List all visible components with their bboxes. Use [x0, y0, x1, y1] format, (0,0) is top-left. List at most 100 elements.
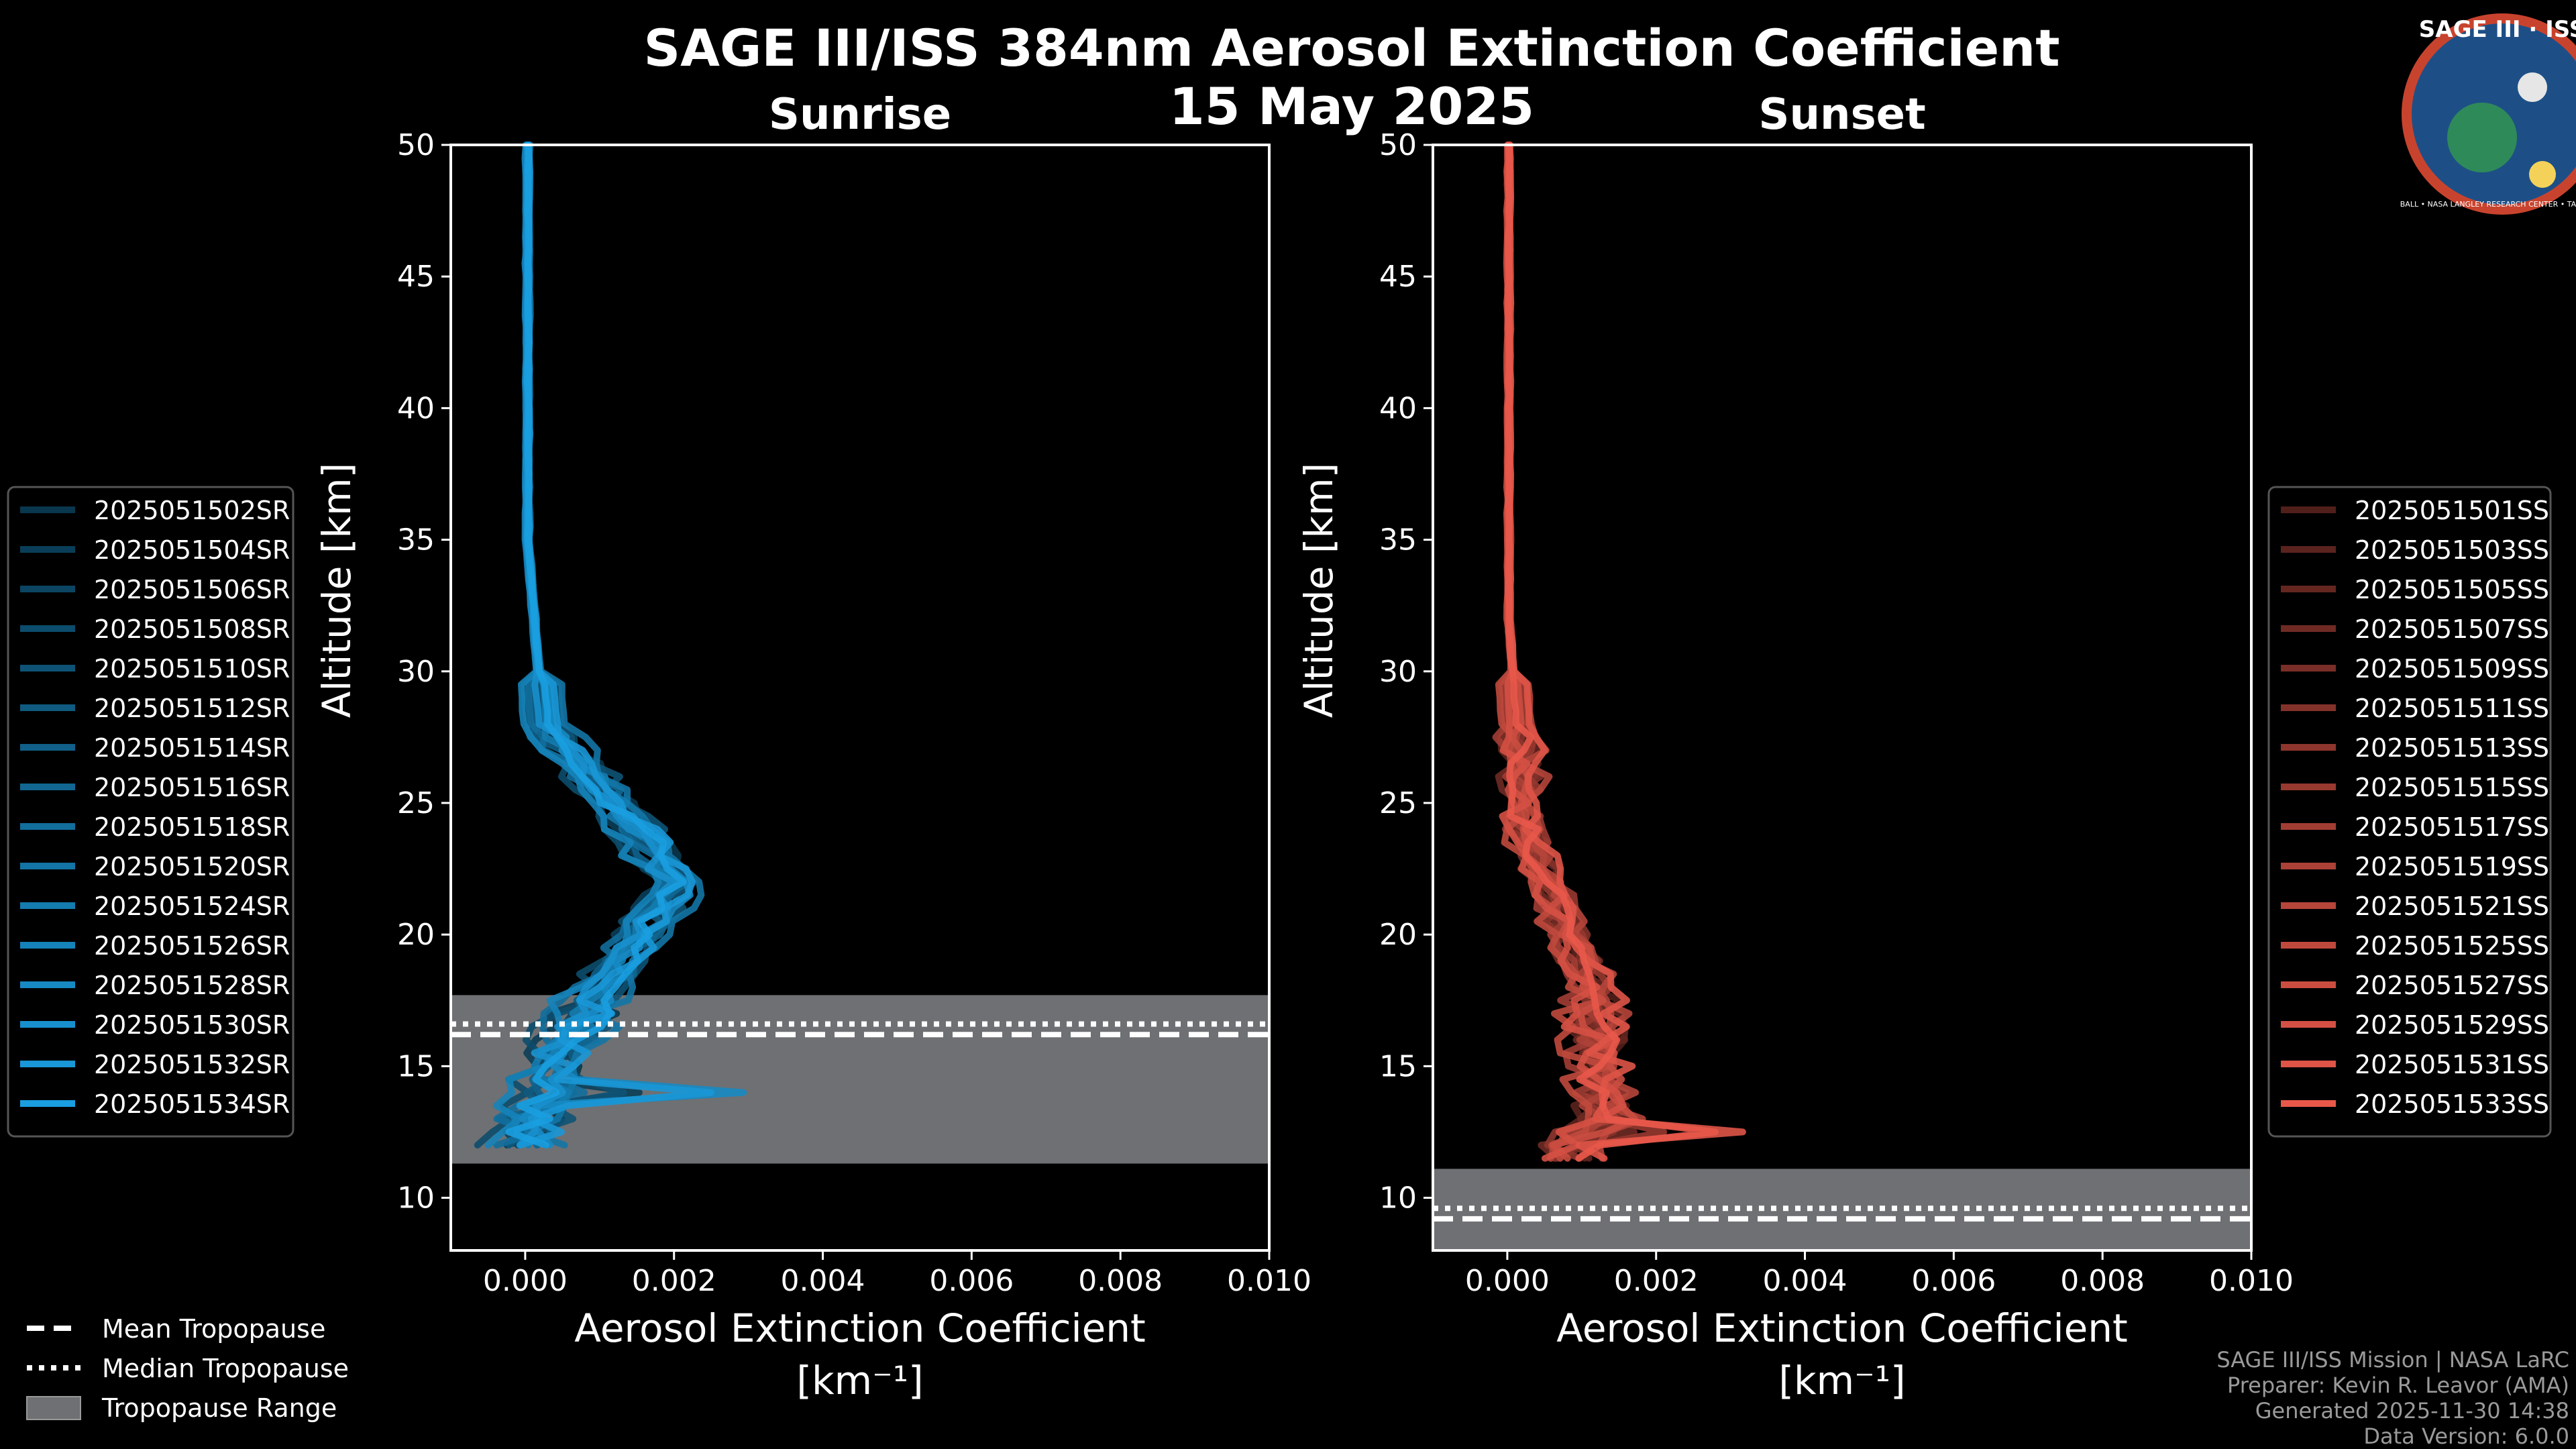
sunset-y-tick-label: 25: [1379, 786, 1417, 820]
sunrise-y-ticks: 10 15 20 25 30 35 40 45 50: [397, 128, 451, 1216]
sunset-y-axis-label: Altitude [km]: [1296, 463, 1342, 718]
sunrise-y-tick-label: 20: [397, 918, 435, 952]
sunrise-x-axis-label: Aerosol Extinction Coefficient: [574, 1305, 1146, 1351]
sunset-legend-label: 2025051501SS: [2355, 496, 2549, 525]
sunrise-y-tick-label: 35: [397, 523, 435, 557]
sunset-legend-label: 2025051509SS: [2355, 654, 2549, 684]
credits: SAGE III/ISS Mission | NASA LaRCPreparer…: [2216, 1347, 2569, 1449]
sunset-plot-frame: [1432, 144, 2253, 1252]
tropopause-legend-label: Mean Tropopause: [102, 1314, 325, 1344]
sunrise-y-tick-label: 30: [397, 655, 435, 689]
sunset-legend-box: [2267, 486, 2552, 1138]
sunrise-profile-2025051534SR: [505, 142, 687, 1148]
logo-moon-icon: [2518, 72, 2547, 102]
tropopause-legend-label: Median Tropopause: [102, 1354, 349, 1383]
sunrise-legend: 2025051502SR 2025051504SR 2025051506SR 2025…: [7, 486, 294, 1138]
sunset-y-tick-label: 30: [1379, 655, 1417, 689]
credit-line: Preparer: Kevin R. Leavor (AMA): [2227, 1373, 2569, 1398]
sunrise-x-axis-unit: [km⁻¹]: [796, 1358, 923, 1403]
sunrise-x-tick-label: 0.010: [1227, 1264, 1311, 1298]
sunset-legend-label: 2025051527SS: [2355, 971, 2549, 1000]
logo-sun-icon: [2529, 161, 2556, 188]
sunset-x-tick-label: 0.000: [1465, 1264, 1550, 1298]
sunrise-x-tick-label: 0.004: [781, 1264, 865, 1298]
sunrise-x-tick-label: 0.000: [483, 1264, 568, 1298]
sunrise-x-tick-label: 0.008: [1078, 1264, 1163, 1298]
sunrise-legend-label: 2025051502SR: [94, 496, 290, 525]
sunrise-legend-label: 2025051514SR: [94, 733, 290, 763]
sunset-legend-label: 2025051531SS: [2355, 1050, 2549, 1079]
sunset-x-tick-label: 0.010: [2209, 1264, 2294, 1298]
sunrise-legend-label: 2025051518SR: [94, 812, 290, 842]
sunset-x-tick-label: 0.006: [1911, 1264, 1996, 1298]
sunrise-legend-box: [7, 486, 294, 1138]
sunrise-y-tick-label: 15: [397, 1049, 435, 1083]
sunrise-legend-label: 2025051526SR: [94, 931, 290, 961]
sunrise-y-tick-label: 10: [397, 1181, 435, 1216]
sunset-legend-label: 2025051511SS: [2355, 694, 2549, 723]
sunset-x-tick-label: 0.008: [2060, 1264, 2145, 1298]
sunrise-panel: Sunrise 0.000 0.002 0.004 0.006 0.008 0.010 1…: [314, 90, 1311, 1403]
sunrise-panel-title: Sunrise: [769, 90, 951, 140]
sunset-y-tick-label: 35: [1379, 523, 1417, 557]
sunset-legend-label: 2025051515SS: [2355, 773, 2549, 802]
sunset-legend-label: 2025051507SS: [2355, 614, 2549, 644]
figure-title: SAGE III/ISS 384nm Aerosol Extinction Co…: [643, 18, 2059, 78]
sunset-panel: Sunset 0.000 0.002 0.004 0.006 0.008 0.010 10…: [1296, 90, 2294, 1403]
sunrise-legend-label: 2025051512SR: [94, 694, 290, 723]
tropopause-legend-label: Tropopause Range: [101, 1393, 337, 1423]
sunset-legend: 2025051501SS 2025051503SS 2025051505SS 2025…: [2267, 486, 2552, 1138]
sage-logo: SAGE III · ISS BALL • NASA LANGLEY RESEA…: [2400, 13, 2576, 215]
sunrise-legend-label: 2025051508SR: [94, 614, 290, 644]
credit-line: Data Version: 6.0.0: [2363, 1424, 2569, 1449]
sunset-legend-label: 2025051513SS: [2355, 733, 2549, 763]
logo-text: SAGE III · ISS: [2419, 16, 2576, 43]
sunset-x-axis-label: Aerosol Extinction Coefficient: [1556, 1305, 2128, 1351]
sunset-x-axis-unit: [km⁻¹]: [1778, 1358, 1905, 1403]
sunset-legend-label: 2025051529SS: [2355, 1010, 2549, 1040]
sunset-legend-label: 2025051505SS: [2355, 575, 2549, 604]
logo-ring-text: BALL • NASA LANGLEY RESEARCH CENTER • TA…: [2400, 200, 2576, 209]
figure-date: 15 May 2025: [1169, 76, 1534, 136]
sunrise-x-tick-label: 0.002: [632, 1264, 716, 1298]
sunrise-legend-label: 2025051534SR: [94, 1089, 290, 1119]
sunset-y-tick-label: 40: [1379, 391, 1417, 425]
sunset-legend-label: 2025051525SS: [2355, 931, 2549, 961]
sunset-y-tick-label: 10: [1379, 1181, 1417, 1216]
sunrise-legend-label: 2025051530SR: [94, 1010, 290, 1040]
sunset-profile-2025051533SS: [1505, 142, 1719, 1162]
sunset-y-tick-label: 45: [1379, 260, 1417, 294]
sunrise-legend-label: 2025051516SR: [94, 773, 290, 802]
tropopause-range-swatch: [26, 1396, 81, 1420]
sunrise-y-tick-label: 50: [397, 128, 435, 162]
sunrise-y-tick-label: 25: [397, 786, 435, 820]
sunrise-legend-label: 2025051532SR: [94, 1050, 290, 1079]
sunrise-x-tick-label: 0.006: [929, 1264, 1014, 1298]
sunset-x-tick-label: 0.004: [1763, 1264, 1847, 1298]
sunset-y-ticks: 10 15 20 25 30 35 40 45 50: [1379, 128, 1433, 1216]
sunset-legend-label: 2025051503SS: [2355, 535, 2549, 565]
sunset-y-tick-label: 20: [1379, 918, 1417, 952]
sunset-legend-label: 2025051533SS: [2355, 1089, 2549, 1119]
credit-line: SAGE III/ISS Mission | NASA LaRC: [2216, 1347, 2569, 1373]
sunrise-y-tick-label: 40: [397, 391, 435, 425]
sunset-x-ticks: 0.000 0.002 0.004 0.006 0.008 0.010: [1465, 1250, 2294, 1298]
sunset-y-tick-label: 50: [1379, 128, 1417, 162]
sunrise-x-ticks: 0.000 0.002 0.004 0.006 0.008 0.010: [483, 1250, 1311, 1298]
tropopause-legend: Mean Tropopause Median Tropopause Tropopau…: [26, 1314, 349, 1423]
sunrise-legend-label: 2025051506SR: [94, 575, 290, 604]
credit-line: Generated 2025-11-30 14:38: [2255, 1398, 2569, 1424]
sunrise-legend-label: 2025051510SR: [94, 654, 290, 684]
sunset-legend-label: 2025051519SS: [2355, 852, 2549, 881]
logo-earth-icon: [2447, 103, 2517, 172]
sunset-panel-title: Sunset: [1758, 90, 1925, 140]
sunrise-y-tick-label: 45: [397, 260, 435, 294]
sunset-legend-label: 2025051521SS: [2355, 892, 2549, 921]
sunrise-legend-label: 2025051528SR: [94, 971, 290, 1000]
sunset-legend-label: 2025051517SS: [2355, 812, 2549, 842]
sunset-x-tick-label: 0.002: [1614, 1264, 1699, 1298]
sunset-y-tick-label: 15: [1379, 1049, 1417, 1083]
sunrise-y-axis-label: Altitude [km]: [314, 463, 360, 718]
sunrise-legend-label: 2025051524SR: [94, 892, 290, 921]
sunrise-legend-label: 2025051504SR: [94, 535, 290, 565]
